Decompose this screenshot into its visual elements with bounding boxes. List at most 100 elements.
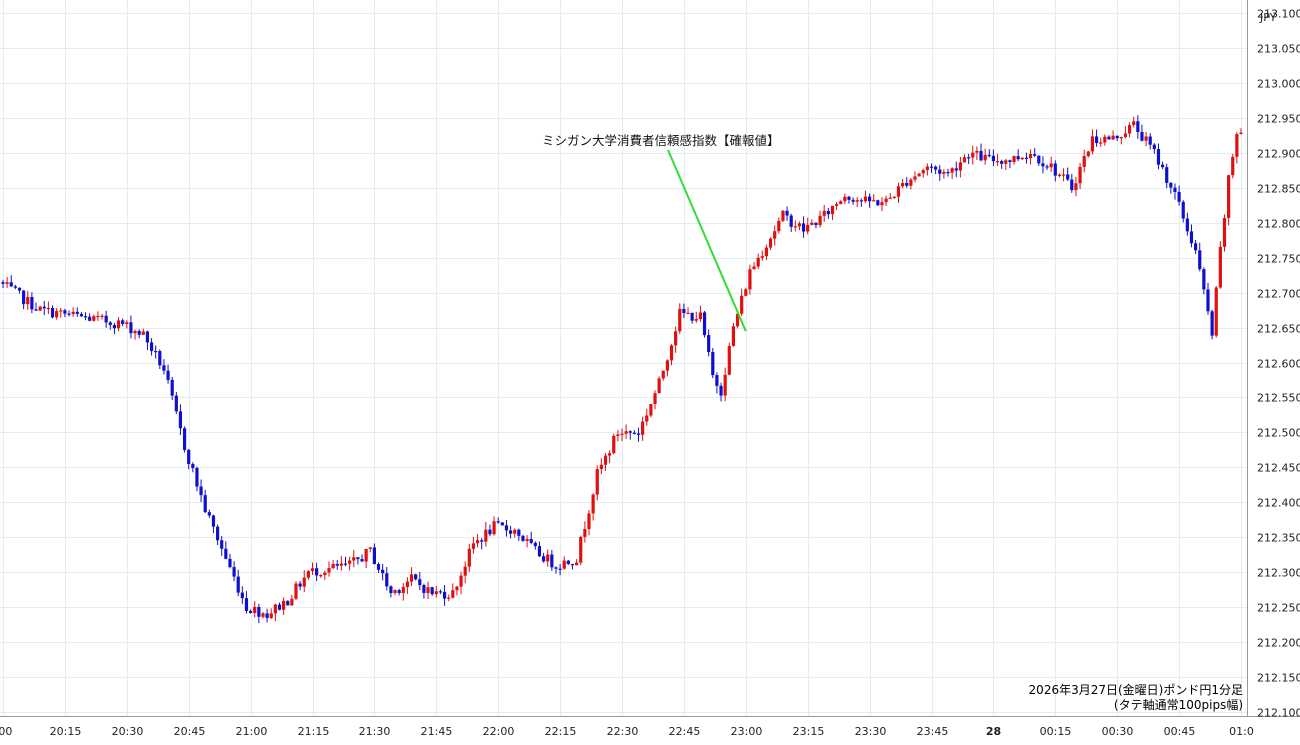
candle-down xyxy=(826,210,830,215)
candle-down xyxy=(121,320,125,324)
candle-up xyxy=(665,360,669,371)
candle-down xyxy=(42,306,46,309)
candle-up xyxy=(1004,160,1008,164)
x-tick-label: 23:30 xyxy=(855,725,887,738)
x-tick-label: 21:00 xyxy=(236,725,268,738)
candle-up xyxy=(294,583,298,599)
candle-down xyxy=(1160,164,1165,168)
y-tick-label: 212.200 xyxy=(1257,637,1300,650)
candle-up xyxy=(1111,135,1115,140)
candle-up xyxy=(92,316,96,321)
candle-down xyxy=(13,286,17,288)
candle-down xyxy=(847,196,851,200)
candle-down xyxy=(240,592,244,599)
candle-up xyxy=(950,168,954,173)
candle-down xyxy=(496,521,500,523)
candle-up xyxy=(855,200,859,202)
candle-up xyxy=(740,295,744,314)
candle-up xyxy=(513,529,517,534)
candle-down xyxy=(1016,156,1020,160)
y-tick-label: 212.950 xyxy=(1257,113,1300,126)
candle-down xyxy=(859,200,863,202)
y-tick-label: 212.900 xyxy=(1257,148,1300,161)
candle-down xyxy=(508,530,513,534)
candle-down xyxy=(418,579,422,586)
candle-up xyxy=(46,307,50,310)
candle-up xyxy=(975,150,979,153)
candle-up xyxy=(674,331,678,346)
candle-up xyxy=(327,568,331,573)
candle-down xyxy=(104,315,108,323)
candle-down xyxy=(224,548,228,559)
candle-down xyxy=(1210,311,1214,336)
candle-down xyxy=(1202,269,1206,290)
candle-up xyxy=(1012,156,1016,163)
candle-down xyxy=(372,547,376,565)
candle-up xyxy=(5,282,9,284)
candle-down xyxy=(1165,167,1169,183)
candle-up xyxy=(1227,175,1231,218)
candle-down xyxy=(1000,161,1004,164)
candle-down xyxy=(719,385,723,396)
candle-up xyxy=(698,312,703,320)
candle-up xyxy=(1127,125,1132,134)
candle-down xyxy=(178,411,183,429)
candle-up xyxy=(834,204,839,206)
candle-up xyxy=(434,591,438,595)
candle-down xyxy=(191,464,195,469)
candle-down xyxy=(232,567,236,577)
candle-down xyxy=(814,222,818,226)
candle-up xyxy=(463,566,467,576)
candle-up xyxy=(447,597,451,599)
x-tick-label: 22:15 xyxy=(545,725,577,738)
candle-up xyxy=(1074,183,1078,191)
candle-up xyxy=(830,205,835,215)
candles xyxy=(1,115,1243,624)
candle-down xyxy=(954,168,958,171)
candle-up xyxy=(1049,163,1053,168)
candle-up xyxy=(694,319,698,321)
candle-up xyxy=(641,421,645,435)
candle-down xyxy=(75,311,79,314)
candle-down xyxy=(88,316,92,321)
candle-down xyxy=(554,567,558,569)
candle-down xyxy=(537,546,542,557)
candle-up xyxy=(1078,166,1082,184)
candle-up xyxy=(971,152,975,158)
candle-down xyxy=(315,568,319,576)
candle-up xyxy=(744,289,748,296)
candle-down xyxy=(1033,154,1037,156)
candle-down xyxy=(715,375,719,386)
candle-down xyxy=(195,468,199,487)
candle-up xyxy=(38,306,42,311)
candle-down xyxy=(1066,174,1070,180)
x-tick-label: 22:45 xyxy=(669,725,701,738)
candle-down xyxy=(504,525,509,531)
y-tick-label: 212.250 xyxy=(1257,602,1300,615)
candle-down xyxy=(182,428,187,450)
candle-down xyxy=(1177,192,1181,202)
candle-down xyxy=(414,574,418,580)
x-tick-label: 23:15 xyxy=(793,725,825,738)
candle-down xyxy=(785,210,789,216)
candle-up xyxy=(368,547,372,549)
candle-up xyxy=(731,326,736,346)
candle-up xyxy=(467,548,471,567)
x-tick-label: 21:45 xyxy=(421,725,453,738)
x-tick-label: 22:30 xyxy=(607,725,639,738)
candle-down xyxy=(987,154,991,157)
candle-down xyxy=(1070,179,1074,191)
candle-down xyxy=(265,613,269,618)
candle-up xyxy=(768,238,773,248)
candle-down xyxy=(488,529,492,535)
gridlines xyxy=(0,0,1247,716)
candle-down xyxy=(711,352,715,376)
chart-caption: 2026年3月27日(金曜日)ポンド円1分足 (タテ軸通常100pips幅) xyxy=(1029,682,1243,712)
candle-down xyxy=(63,310,67,314)
candle-down xyxy=(1198,250,1202,270)
candle-up xyxy=(471,543,476,549)
candle-down xyxy=(236,576,240,593)
candle-up xyxy=(1144,136,1148,141)
candle-down xyxy=(166,370,170,380)
candle-down xyxy=(851,199,855,202)
